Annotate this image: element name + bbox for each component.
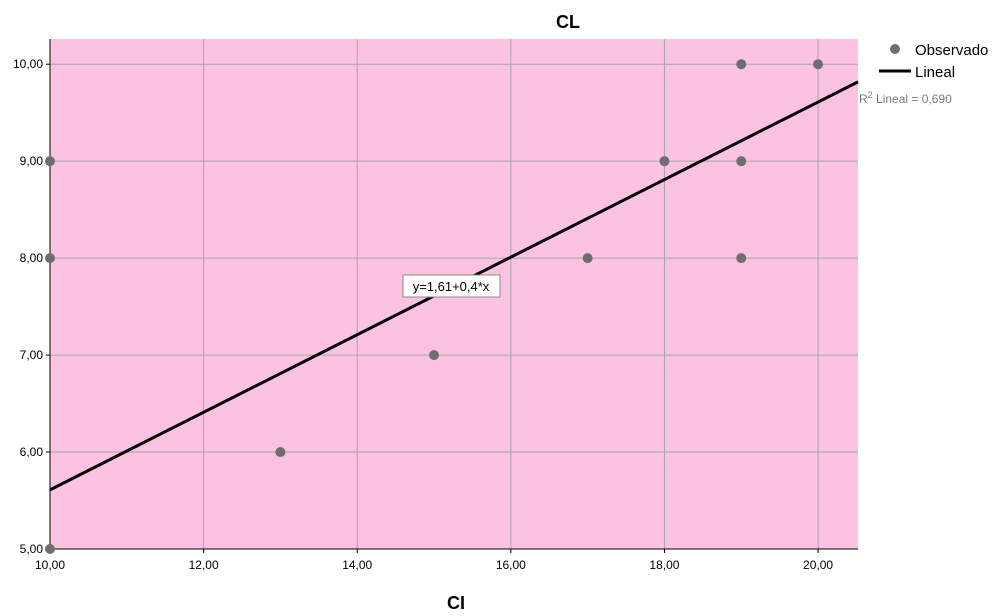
equation-annotation: y=1,61+0,4*x [402, 274, 501, 298]
observed-point [429, 350, 440, 361]
y-tick-label: 8,00 [20, 251, 44, 265]
y-tick-label: 7,00 [20, 348, 44, 362]
x-tick-label: 14,00 [342, 558, 372, 572]
legend-observed-label: Observado [915, 42, 988, 59]
y-tick-label: 9,00 [20, 154, 44, 168]
observed-points [45, 59, 824, 554]
observed-point [736, 253, 747, 264]
observed-point [45, 156, 55, 167]
y-tick-label: 6,00 [20, 445, 44, 459]
axes [49, 39, 858, 550]
x-tick-label: 18,00 [649, 558, 679, 572]
equation-box [402, 274, 501, 298]
grid [50, 39, 858, 549]
y-tick-label: 5,00 [20, 542, 44, 556]
observed-point [736, 59, 747, 70]
legend-line-label: Lineal [915, 64, 955, 81]
x-axis-label: CI [447, 593, 465, 611]
x-tick-label: 12,00 [189, 558, 219, 572]
observed-point [813, 59, 824, 70]
observed-point [659, 156, 670, 167]
legend-observed-marker [890, 44, 900, 54]
observed-point [582, 253, 593, 264]
equation-label: y=1,61+0,4*x [413, 279, 490, 294]
legend-r2-label: R2 Lineal = 0,690 [859, 90, 952, 106]
x-tick-label: 20,00 [803, 558, 833, 572]
legend: Observado Lineal R2 Lineal = 0,690 [859, 42, 988, 106]
y-tick-label: 10,00 [13, 57, 43, 71]
chart-title: CL [556, 12, 580, 32]
x-tick-label: 16,00 [496, 558, 526, 572]
x-tick-label: 10,00 [35, 558, 65, 572]
observed-point [45, 544, 55, 554]
tick-labels: 5,00 6,00 7,00 8,00 9,00 10,00 10,00 12,00 14,00… [13, 57, 833, 572]
observed-point [736, 156, 747, 167]
observed-point [45, 253, 55, 264]
observed-point [275, 447, 286, 458]
